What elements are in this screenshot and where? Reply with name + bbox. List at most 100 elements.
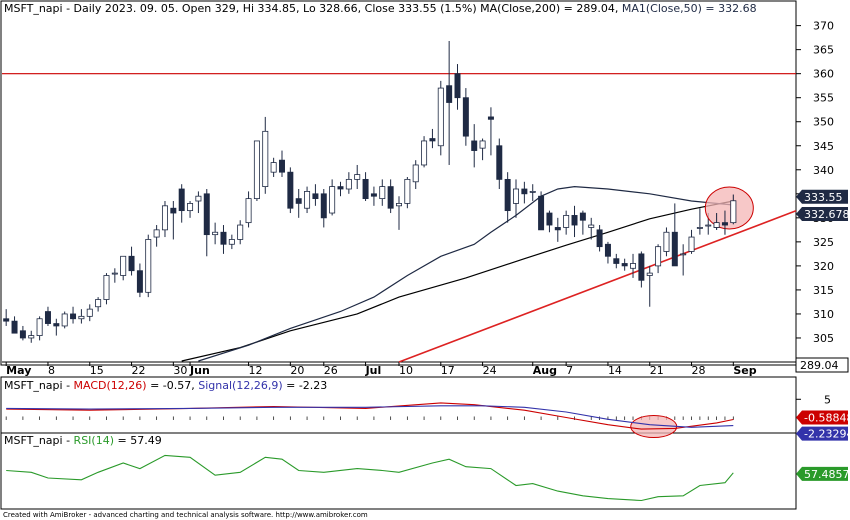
ma200-badge: 289.04	[795, 357, 849, 373]
candle-body-down	[721, 222, 728, 226]
macd-header-prefix: MSFT_napi -	[4, 379, 74, 392]
price-y-tick-label: 360	[813, 68, 834, 81]
candle	[53, 318, 60, 336]
signal-header-value: = -2.23	[283, 379, 328, 392]
price-x-tick-label: 17	[441, 364, 455, 377]
candle	[128, 246, 135, 276]
candle	[554, 217, 561, 242]
candle-body-down	[487, 116, 494, 120]
macd-layer: 05	[5, 393, 831, 439]
price-y-tick-label: 305	[813, 332, 834, 345]
candle	[44, 306, 51, 326]
value-badges: 333.55 332.678 289.04 -0.58848 -2.23294 57.48…	[795, 189, 850, 481]
candle	[345, 172, 352, 194]
price-x-tick-label: 26	[324, 364, 338, 377]
candle-body-down	[370, 193, 377, 197]
candle	[61, 311, 68, 329]
candle-body-up	[479, 140, 486, 149]
signal-line	[6, 405, 734, 428]
macd-highlight	[630, 415, 678, 439]
candle-body-up	[421, 140, 428, 166]
price-y-tick-label: 345	[813, 140, 834, 153]
candle	[354, 164, 361, 189]
candle	[379, 179, 386, 206]
candle	[621, 258, 628, 271]
candle	[237, 220, 244, 245]
candle	[563, 210, 570, 235]
price-y-tick-label: 320	[813, 260, 834, 273]
candle	[70, 306, 77, 324]
candle	[304, 186, 311, 214]
rsi-layer	[6, 454, 734, 502]
candle	[28, 330, 35, 343]
candle-body-up	[588, 224, 595, 228]
candle-body-down	[462, 97, 469, 137]
candle-body-up	[145, 239, 152, 293]
price-highlight	[704, 186, 754, 235]
candle-body-down	[320, 193, 327, 219]
candle-body-up	[270, 162, 277, 173]
price-x-tick-label: 15	[90, 364, 104, 377]
candle-body-up	[655, 246, 662, 267]
close-price-badge-shape	[796, 189, 848, 204]
candle-body-up	[404, 178, 411, 204]
candlesticks	[3, 40, 737, 343]
rsi-value-badge-text: 57.4857	[804, 468, 850, 481]
candle	[588, 217, 595, 240]
candle-body-down	[554, 227, 561, 231]
candle-body-up	[688, 236, 695, 252]
candle	[396, 196, 402, 230]
price-y-tick-label: 365	[813, 44, 834, 57]
candle	[278, 150, 285, 177]
candle	[696, 208, 703, 235]
price-y-tick-label: 350	[813, 116, 834, 129]
macd-header-value: = -0.57,	[147, 379, 199, 392]
candle	[337, 181, 344, 197]
candle-body-up	[95, 299, 102, 308]
ma50-badge-shape	[796, 206, 848, 221]
candle-body-down	[504, 178, 511, 212]
candle-body-up	[36, 318, 43, 336]
candle	[646, 265, 653, 307]
candle	[429, 128, 436, 149]
price-y-tick-label: 370	[813, 20, 834, 33]
rsi-pane-frame	[0, 432, 797, 510]
candle	[36, 316, 43, 341]
candle-body-down	[638, 253, 645, 281]
candle	[95, 297, 102, 312]
candle	[370, 186, 377, 206]
macd-value-badge-shape	[796, 410, 848, 425]
candle-body-up	[28, 335, 35, 339]
candle-body-down	[19, 330, 26, 339]
candle-body-up	[713, 222, 720, 228]
candle-body-up	[86, 308, 93, 317]
candle	[487, 107, 494, 156]
price-y-tick-label: 315	[813, 284, 834, 297]
candle-body-down	[538, 195, 545, 231]
candle	[446, 40, 453, 165]
macd-value-badge-text: -0.58848	[804, 412, 850, 425]
candle-body-down	[387, 186, 394, 209]
candle-body-down	[70, 313, 77, 320]
candle	[253, 140, 260, 202]
signal-header-label: Signal(12,26,9)	[198, 379, 282, 392]
support-trendline	[398, 210, 797, 363]
ma50-badge: 332.678	[796, 206, 850, 221]
candle-body-down	[3, 318, 10, 322]
ma200-badge-text: 289.04	[800, 359, 839, 372]
candle	[663, 227, 670, 257]
macd-value-badge: -0.58848	[796, 410, 850, 425]
candle	[270, 157, 277, 177]
candle-body-down	[337, 186, 344, 190]
candle	[504, 172, 511, 223]
candle-body-up	[329, 186, 336, 214]
candle	[630, 253, 637, 278]
candle-body-down	[579, 212, 586, 221]
candle-body-up	[253, 140, 260, 200]
candle-body-down	[278, 159, 285, 173]
candle-body-up	[187, 203, 194, 212]
candle	[195, 191, 202, 214]
candle	[187, 201, 194, 218]
rsi-header-value: = 57.49	[114, 434, 162, 447]
